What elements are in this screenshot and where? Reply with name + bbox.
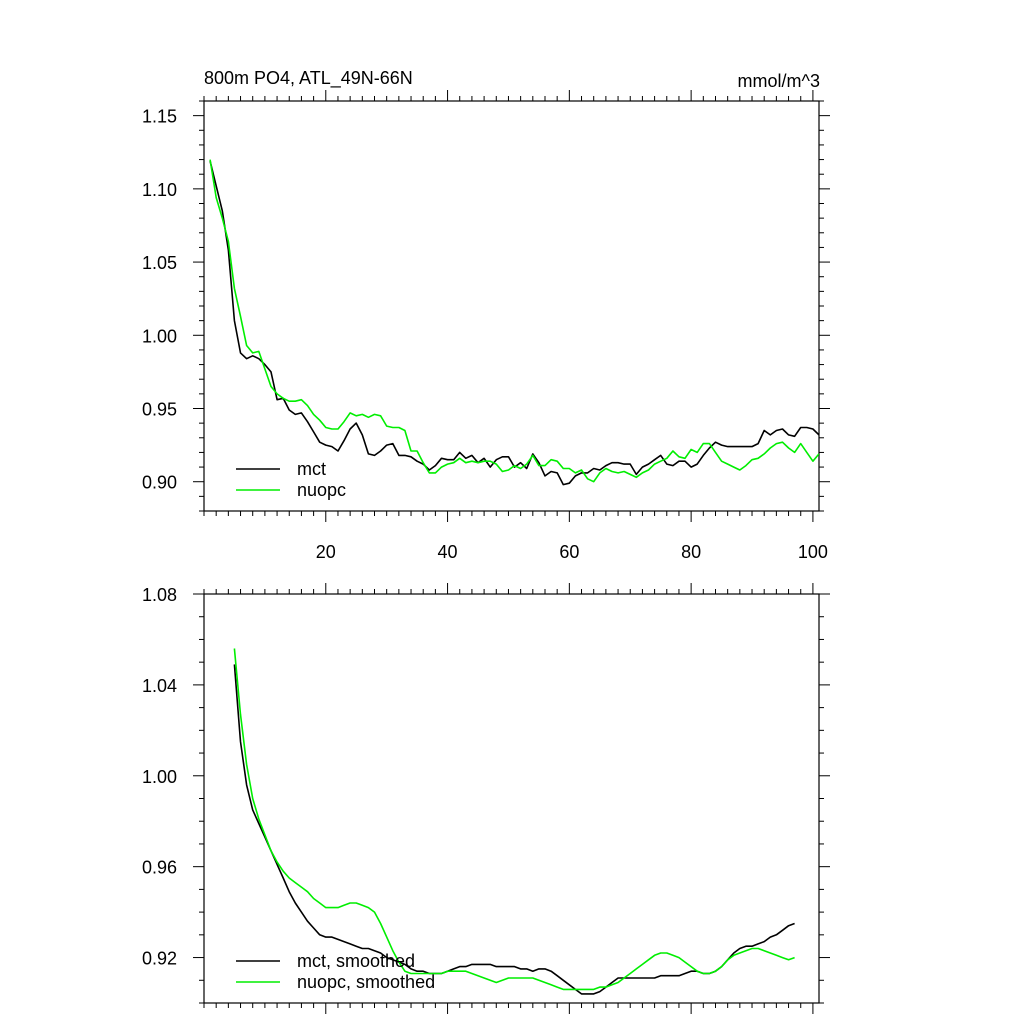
y-tick-label: 1.00 [142, 326, 177, 346]
x-tick-label: 60 [559, 542, 579, 562]
y-tick-label: 1.05 [142, 253, 177, 273]
top-panel: 20 40 60 80 100 0.90 0.95 1.00 1.05 1.10 1.15 mctnu… [142, 90, 830, 562]
x-tick-label: 80 [681, 542, 701, 562]
x-tick-label: 20 [316, 542, 336, 562]
y-tick-label: 0.92 [142, 949, 177, 969]
series-line-mct-smoothed [233, 664, 795, 995]
series-line-mct [209, 160, 819, 486]
x-tick-label: 40 [438, 542, 458, 562]
y-tick-label: 1.00 [142, 767, 177, 787]
y-tick-label: 1.10 [142, 180, 177, 200]
legend-label: mct [297, 459, 326, 479]
series-line-nuopc [209, 159, 819, 483]
legend-label: nuopc, smoothed [297, 972, 435, 992]
series-line-nuopc-smoothed [233, 648, 795, 991]
plot-frame [203, 593, 820, 1004]
units-label: mmol/m^3 [738, 71, 820, 91]
y-tick-label: 0.96 [142, 858, 177, 878]
y-tick-label: 0.95 [142, 400, 177, 420]
y-tick-label: 1.04 [142, 676, 177, 696]
chart-title: 800m PO4, ATL_49N-66N [204, 68, 413, 89]
y-tick-label: 1.15 [142, 107, 177, 127]
legend-label: mct, smoothed [297, 951, 415, 971]
bottom-panel: 0.92 0.96 1.00 1.04 1.08 mct, smoothednuopc, … [142, 583, 830, 1014]
y-tick-label: 1.08 [142, 585, 177, 605]
legend-label: nuopc [297, 480, 346, 500]
y-tick-label: 0.90 [142, 473, 177, 493]
plot-frame [203, 100, 820, 512]
x-tick-label: 100 [798, 542, 828, 562]
